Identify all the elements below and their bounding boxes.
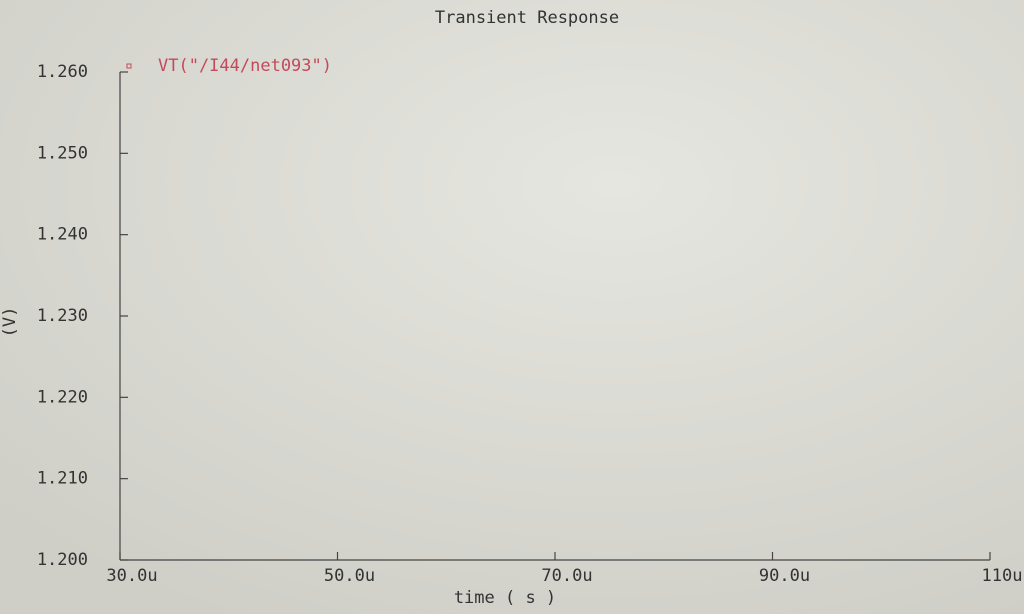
legend-marker [126,63,132,69]
x-tick-label: 90.0u [759,566,810,586]
y-tick-label: 1.220 [37,387,88,407]
x-tick-label: 30.0u [106,566,157,586]
y-tick-label: 1.200 [37,550,88,570]
y-tick-label: 1.250 [37,143,88,163]
x-axis-label: time ( s ) [454,588,556,608]
y-tick-label: 1.230 [37,306,88,326]
chart-title: Transient Response [435,8,619,28]
x-tick-label: 70.0u [541,566,592,586]
y-tick-label: 1.210 [37,469,88,489]
x-tick-label: 50.0u [324,566,375,586]
y-tick-label: 1.260 [37,62,88,82]
y-tick-label: 1.240 [37,225,88,245]
x-tick-label: 110u [982,566,1023,586]
y-axis-label: (V) [0,307,20,338]
legend-label: VT("/I44/net093") [158,56,332,76]
